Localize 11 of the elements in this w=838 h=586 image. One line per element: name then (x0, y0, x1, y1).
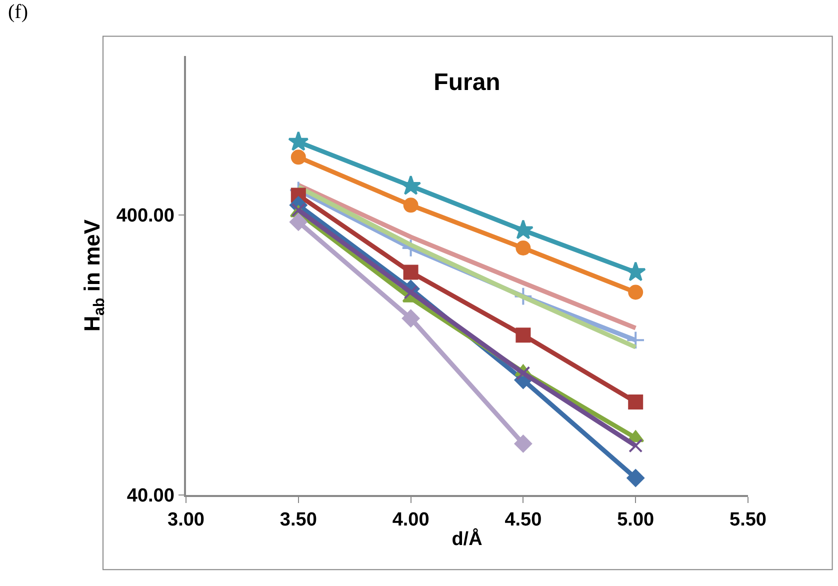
x-tick-label: 4.00 (392, 510, 430, 531)
x-tick-label: 5.50 (730, 510, 766, 531)
y-tick-label: 40.00 (126, 486, 174, 507)
text: (f) (8, 1, 28, 23)
text: Furan (434, 69, 500, 96)
x-axis-title: d/Å (452, 528, 483, 550)
y-tick-label: 400.00 (116, 206, 174, 227)
x-tick-label: 4.50 (504, 510, 542, 531)
x-tick-label: 3.00 (168, 510, 204, 531)
x-tick-label: 5.00 (617, 510, 654, 531)
x-tick-label: 3.50 (280, 510, 317, 531)
